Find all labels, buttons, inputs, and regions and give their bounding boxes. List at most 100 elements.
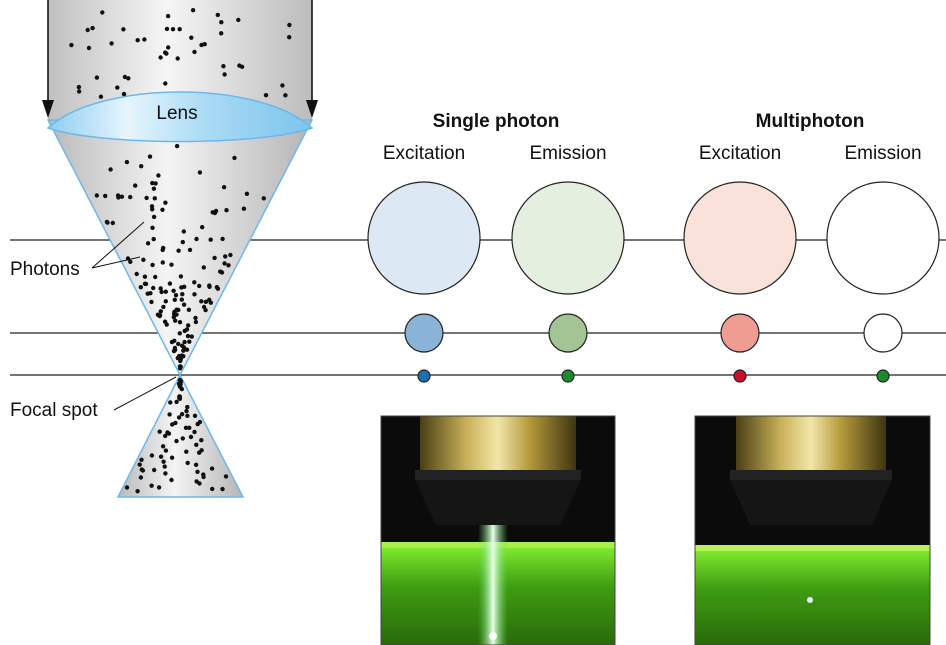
photon-dot: [150, 225, 155, 230]
cuvette-body: [695, 551, 930, 645]
photon-dot: [165, 13, 171, 19]
photon-dot: [153, 274, 158, 280]
single-excitation-medium-circle: [404, 313, 444, 353]
photon-dot: [163, 471, 168, 476]
photon-dot: [261, 196, 266, 201]
focal-spot-label: Focal spot: [10, 400, 98, 421]
photon-dot: [175, 56, 180, 61]
photon-dot: [218, 269, 223, 274]
photon-dot: [109, 41, 114, 46]
single-excitation-large-circle: [367, 181, 481, 295]
photon-dot: [177, 320, 183, 325]
photon-dot: [166, 45, 171, 50]
photon-dot: [135, 38, 140, 43]
photon-dot: [161, 304, 166, 310]
photon-dot: [141, 257, 146, 262]
photon-dot: [189, 334, 194, 339]
photon-dot: [186, 323, 191, 328]
photon-dot: [143, 281, 149, 287]
photon-dot: [140, 468, 146, 473]
photon-dot: [169, 477, 174, 483]
photon-dot: [194, 479, 199, 484]
photon-dot: [181, 229, 186, 234]
beam-bottom-glow: [489, 632, 497, 640]
photon-dot: [158, 454, 164, 459]
photon-dot: [149, 299, 154, 305]
photon-dot: [115, 193, 121, 198]
photon-dot: [178, 274, 184, 279]
objective-ring: [415, 470, 581, 480]
photon-dot: [183, 425, 189, 430]
photon-dot: [90, 25, 95, 31]
photon-dot: [181, 348, 186, 353]
photon-dot: [219, 31, 224, 36]
photon-dot: [163, 299, 168, 304]
photon-dot: [170, 27, 176, 32]
single-emission-small-circle: [561, 369, 575, 383]
photon-dot: [162, 464, 167, 469]
photon-dot: [222, 261, 227, 266]
photon-dot: [174, 399, 179, 405]
photon-dot: [203, 299, 209, 304]
photon-dot: [185, 404, 190, 410]
photon-dot: [138, 285, 143, 290]
photon-dot: [165, 430, 170, 435]
multi-emission-medium-circle: [863, 313, 903, 353]
photon-dot: [108, 167, 113, 172]
photon-dot: [147, 154, 153, 159]
photon-dot: [171, 348, 177, 354]
photon-dot: [163, 81, 168, 86]
photon-dot: [232, 155, 237, 161]
photon-dot: [187, 425, 192, 430]
small-circles: [417, 369, 890, 383]
objective-ring: [730, 470, 892, 480]
photo-frame: [694, 415, 931, 645]
multi-emission-small-circle: [876, 369, 890, 383]
photon-dot: [176, 415, 182, 420]
photon-dot: [160, 207, 165, 212]
photon-dot: [151, 285, 156, 291]
photon-dot: [124, 485, 130, 490]
photon-dot: [176, 307, 181, 313]
photon-dot: [207, 283, 212, 288]
photon-dot: [119, 194, 125, 199]
single-excitation-small-circle: [417, 369, 431, 383]
photon-dot: [158, 55, 163, 60]
objective-nose: [730, 480, 892, 525]
left-arrow-head: [42, 100, 54, 118]
photon-dot: [176, 341, 181, 347]
photon-dot: [179, 343, 185, 348]
incoming-beam: [48, 0, 312, 120]
photon-dot: [164, 322, 169, 327]
photon-dot: [195, 469, 200, 474]
photon-dot: [222, 72, 227, 77]
lens: [46, 91, 314, 143]
photon-dot: [287, 35, 292, 40]
photon-dot: [220, 486, 225, 492]
photon-dot: [199, 448, 204, 453]
multi-excitation-label: Excitation: [699, 143, 781, 164]
photon-dot: [194, 442, 199, 447]
photon-dot: [179, 354, 184, 359]
photon-dot: [194, 236, 199, 242]
multi-excitation-small-circle: [733, 369, 747, 383]
photon-dot: [157, 429, 162, 434]
multiphoton-photo: [694, 415, 931, 645]
photon-dot: [199, 299, 204, 304]
photon-dot: [174, 143, 180, 149]
photon-dot: [110, 220, 116, 226]
photon-dot: [85, 27, 90, 33]
photon-dot: [163, 448, 169, 453]
lens-label: Lens: [156, 103, 197, 124]
photon-dot: [128, 259, 133, 264]
photon-dot: [173, 293, 179, 298]
photon-dot: [142, 274, 148, 279]
photon-dot: [178, 358, 183, 364]
objective-barrel: [736, 416, 886, 472]
photon-dot: [137, 462, 142, 467]
photon-dot: [221, 185, 227, 190]
photon-dot: [164, 26, 170, 32]
photon-dot: [133, 183, 138, 188]
photon-dot: [149, 483, 154, 488]
photon-dot: [185, 460, 190, 466]
